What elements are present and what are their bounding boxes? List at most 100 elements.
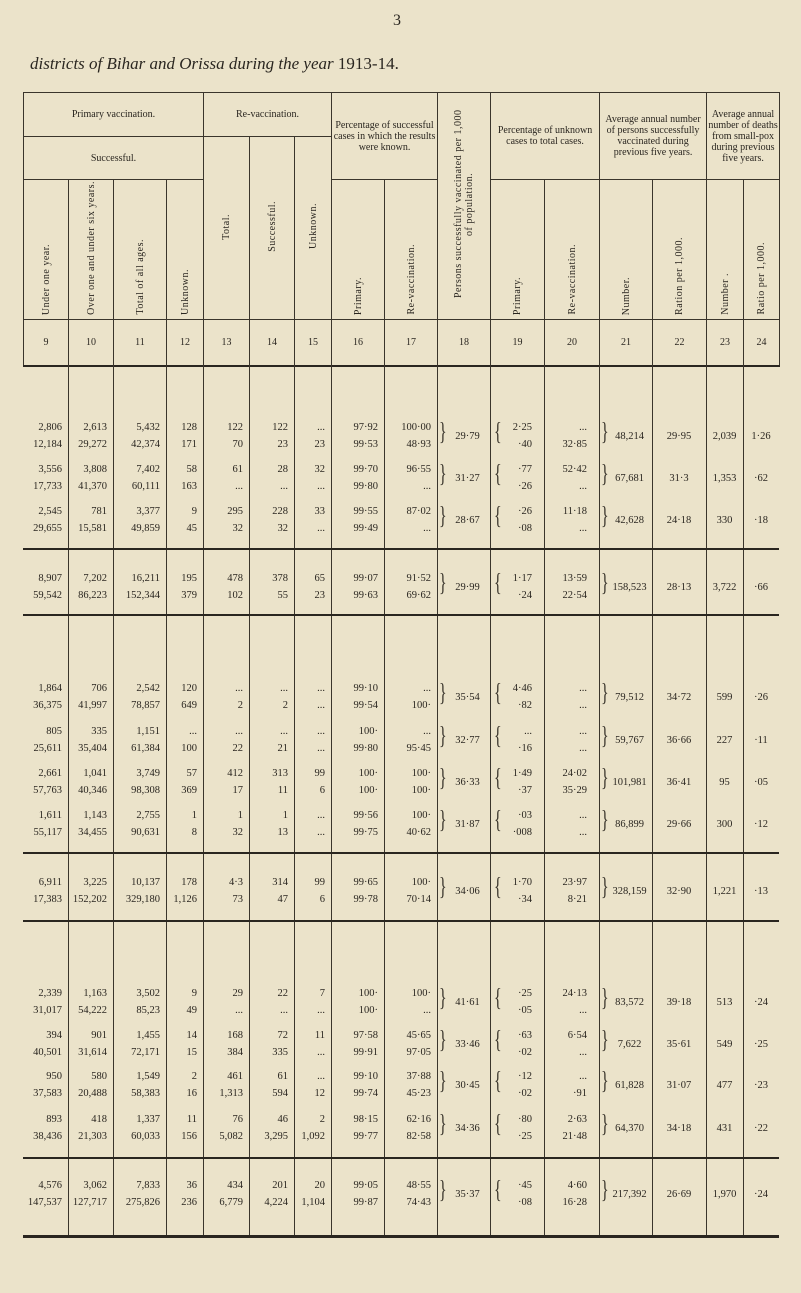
right-brace-icon: }	[439, 873, 447, 901]
table-cell: 36·33	[455, 777, 480, 788]
right-brace-icon: }	[439, 722, 447, 750]
table-cell: ·24	[754, 997, 768, 1008]
table-cell: 32	[314, 464, 326, 475]
table-cell: 48,214	[615, 431, 644, 442]
table-cell: 950	[46, 1071, 62, 1082]
table-cell: 6·54	[567, 1030, 587, 1041]
table-cell: 394	[46, 1030, 62, 1041]
table-cell: 35·37	[455, 1189, 480, 1200]
right-brace-icon: }	[439, 460, 447, 488]
table-cell: 70	[232, 439, 244, 450]
left-brace-icon: {	[494, 460, 502, 488]
table-cell: ...	[423, 481, 431, 492]
table-cell: ...	[317, 1005, 325, 1016]
right-brace-icon: }	[439, 1176, 447, 1204]
left-brace-icon: {	[494, 1176, 502, 1204]
table-cell: 412	[227, 768, 243, 779]
right-brace-icon: }	[601, 460, 609, 488]
table-cell: 100·	[358, 785, 378, 796]
table-cell: 37·88	[406, 1071, 432, 1082]
table-cell: 1,611	[38, 810, 62, 821]
column-number: 9	[23, 318, 69, 367]
table-cell: 100·	[411, 877, 431, 888]
table-cell: 73	[232, 894, 244, 905]
right-brace-icon: }	[439, 1026, 447, 1054]
table-cell: 1·17	[512, 573, 532, 584]
column-divider	[384, 355, 385, 1238]
table-cell: 40·62	[406, 827, 432, 838]
table-cell: 2,613	[83, 422, 107, 433]
table-cell: ...	[579, 1071, 587, 1082]
left-brace-icon: {	[494, 764, 502, 792]
table-cell: 2	[319, 1114, 325, 1125]
table-cell: 69·62	[406, 590, 432, 601]
table-cell: 52·42	[562, 464, 588, 475]
table-cell: 8,907	[38, 573, 62, 584]
table-cell: ...	[317, 726, 325, 737]
table-cell: ·77	[518, 464, 532, 475]
table-cell: 97·92	[353, 422, 379, 433]
table-cell: 100·	[358, 1005, 378, 1016]
left-brace-icon: {	[494, 873, 502, 901]
table-cell: 893	[46, 1114, 62, 1125]
table-cell: 47	[277, 894, 289, 905]
table-cell: ·25	[518, 1131, 532, 1142]
table-cell: 72	[277, 1030, 289, 1041]
table-cell: 55	[277, 590, 289, 601]
table-cell: 86,899	[615, 819, 644, 830]
table-cell: ·02	[518, 1047, 532, 1058]
table-cell: 16,211	[131, 573, 161, 584]
right-brace-icon: }	[601, 502, 609, 530]
table-cell: ...	[280, 683, 288, 694]
col-header: Total of all ages.	[113, 179, 167, 320]
table-cell: 32·77	[455, 735, 480, 746]
table-cell: 236	[181, 1197, 197, 1208]
table-cell: 1,092	[301, 1131, 325, 1142]
table-cell: 60,033	[131, 1131, 160, 1142]
table-cell: ...	[280, 1005, 288, 1016]
table-cell: 99·75	[353, 827, 379, 838]
table-cell: ...	[579, 1005, 587, 1016]
table-cell: 379	[181, 590, 197, 601]
table-cell: 513	[716, 997, 733, 1008]
table-cell: 99·10	[353, 683, 379, 694]
table-cell: 329,180	[125, 894, 160, 905]
table-cell: 99	[314, 877, 326, 888]
table-cell: 28·67	[455, 515, 480, 526]
column-number: 11	[113, 318, 167, 367]
table-cell: 22	[277, 988, 289, 999]
table-cell: 335	[91, 726, 107, 737]
table-cell: ·26	[518, 506, 532, 517]
table-cell: ...	[579, 743, 587, 754]
table-cell: 62·16	[406, 1114, 432, 1125]
table-cell: 29·79	[455, 431, 480, 442]
table-cell: 1,221	[712, 886, 737, 897]
table-cell: 100·	[411, 988, 431, 999]
table-cell: 384	[227, 1047, 243, 1058]
table-cell: 152,202	[72, 894, 107, 905]
header-avg-deaths: Average annual number of deaths from sma…	[706, 92, 781, 180]
table-cell: 99·74	[353, 1088, 379, 1099]
column-divider	[113, 355, 114, 1238]
table-cell: ...	[317, 810, 325, 821]
right-brace-icon: }	[601, 873, 609, 901]
table-cell: 23·97	[562, 877, 588, 888]
left-brace-icon: {	[494, 679, 502, 707]
table-cell: 100·	[411, 785, 431, 796]
table-cell: ·13	[754, 886, 768, 897]
right-brace-icon: }	[439, 679, 447, 707]
table-cell: 23	[314, 439, 326, 450]
table-cell: 45·23	[406, 1088, 432, 1099]
table-cell: 16·28	[562, 1197, 588, 1208]
table-cell: 99·77	[353, 1131, 379, 1142]
column-number: 16	[331, 318, 386, 367]
table-cell: 40,501	[33, 1047, 62, 1058]
table-cell: 28	[277, 464, 289, 475]
table-cell: 46	[277, 1114, 289, 1125]
table-cell: 2,039	[712, 431, 737, 442]
group-divider	[23, 548, 779, 550]
column-number: 18	[437, 318, 492, 367]
table-cell: ·08	[518, 523, 532, 534]
table-cell: 99·91	[353, 1047, 379, 1058]
table-cell: ...	[579, 700, 587, 711]
